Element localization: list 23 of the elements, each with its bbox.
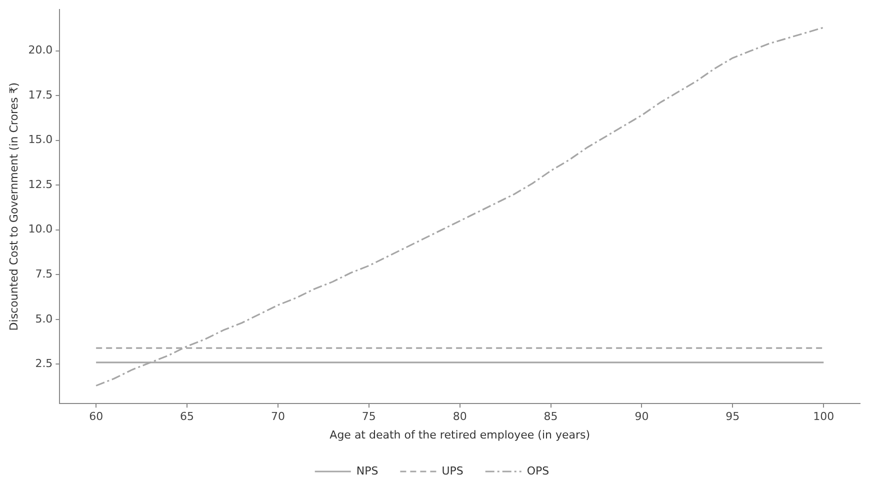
line-series [95, 26, 824, 386]
y-tick-label: 5.0 [35, 312, 53, 326]
x-axis-title: Age at death of the retired employee (in years) [330, 428, 590, 442]
x-tick-label: 70 [270, 410, 285, 424]
x-tick-label: 60 [89, 410, 104, 424]
y-tick-label: 12.5 [28, 178, 53, 191]
x-tick-label: 65 [180, 410, 194, 424]
legend-label: NPS [356, 464, 378, 478]
x-tick-label: 100 [813, 410, 834, 424]
y-tick-label: 15.0 [28, 133, 53, 146]
x-tick-label: 75 [362, 410, 376, 424]
y-tick-label: 17.5 [28, 88, 53, 102]
x-tick-label: 90 [634, 410, 649, 424]
y-axis-title: Discounted Cost to Government (in Crores ₹) [7, 82, 20, 331]
x-tick-label: 85 [544, 410, 558, 424]
legend-label: OPS [526, 464, 550, 478]
legend-label: UPS [442, 464, 464, 478]
y-tick-label: 10.0 [28, 222, 53, 236]
x-tick-label: 95 [726, 410, 740, 424]
y-tick-label: 2.5 [35, 357, 53, 370]
y-tick-label: 20.0 [28, 44, 53, 57]
x-tick-label: 80 [452, 410, 467, 424]
y-tick-label: 7.5 [35, 268, 53, 281]
